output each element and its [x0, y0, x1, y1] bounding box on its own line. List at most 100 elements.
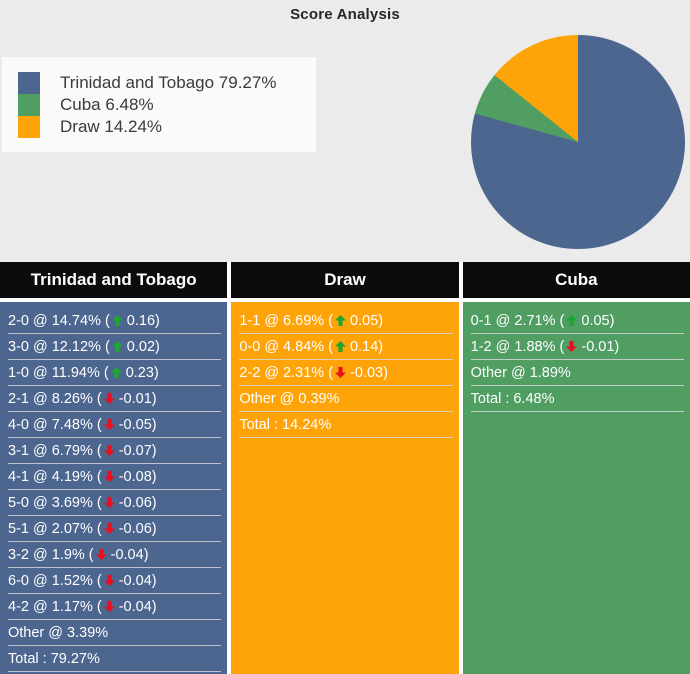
- column-header: Cuba: [462, 262, 690, 298]
- delta-text: -0.05): [118, 416, 157, 433]
- total-row: Total : 6.48%: [470, 386, 684, 412]
- score-row: 4-2 @ 1.17% ( -0.04): [8, 594, 222, 620]
- delta-text: 0.05): [350, 312, 384, 329]
- delta-text: 0.14): [350, 338, 384, 355]
- score-row: 2-1 @ 8.26% (-0.01): [8, 386, 222, 412]
- delta-text: -0.07): [118, 442, 157, 459]
- score-row: 5-1 @ 2.07% ( -0.06): [8, 516, 222, 542]
- delta-text: 0.23): [125, 364, 159, 381]
- total-row: Total : 79.27%: [8, 646, 222, 672]
- score-row: Other @ 3.39%: [8, 620, 222, 646]
- trend-down-icon: [103, 393, 115, 404]
- trend-down-icon: [103, 575, 115, 586]
- delta-text: -0.06): [118, 494, 157, 511]
- delta-text: -0.04): [118, 572, 157, 589]
- score-text: 4-2 @ 1.17% (: [8, 598, 102, 615]
- score-row: 2-0 @ 14.74% ( 0.16): [8, 308, 222, 334]
- score-row: 0-1 @ 2.71% ( 0.05): [470, 308, 684, 334]
- trend-down-icon: [103, 523, 115, 534]
- trend-up-icon: [111, 341, 123, 352]
- score-text: 0-0 @ 4.84% (: [239, 338, 334, 355]
- score-text: 2-0 @ 14.74% (: [8, 312, 110, 329]
- score-text: 2-2 @ 2.31% (: [239, 364, 334, 381]
- delta-text: 0.05): [581, 312, 615, 329]
- delta-text: 0.16): [126, 312, 160, 329]
- delta-text: -0.04): [110, 546, 149, 563]
- score-row: 6-0 @ 1.52% ( -0.04): [8, 568, 222, 594]
- score-row: Other @ 1.89%: [470, 360, 684, 386]
- legend-item: Trinidad and Tobago 79.27%: [18, 71, 316, 94]
- trend-up-icon: [335, 315, 347, 326]
- delta-text: -0.06): [118, 520, 157, 537]
- trend-up-icon: [110, 367, 122, 378]
- total-text: Total : 79.27%: [8, 650, 100, 667]
- column-header: Draw: [231, 262, 459, 298]
- trend-down-icon: [103, 445, 115, 456]
- trend-up-icon: [335, 341, 347, 352]
- score-row: 0-0 @ 4.84% ( 0.14): [239, 334, 453, 360]
- trend-down-icon: [103, 419, 115, 430]
- total-text: Total : 14.24%: [239, 416, 332, 433]
- column-body: 0-1 @ 2.71% ( 0.05) 1-2 @ 1.88% ( -0.01) Oth…: [462, 302, 690, 674]
- score-text: 1-1 @ 6.69% (: [239, 312, 334, 329]
- legend: Trinidad and Tobago 79.27% Cuba 6.48% Draw…: [2, 57, 316, 152]
- score-text: Other @ 3.39%: [8, 624, 109, 641]
- trend-up-icon: [111, 315, 123, 326]
- score-row: 3-0 @ 12.12% ( 0.02): [8, 334, 222, 360]
- trend-down-icon: [566, 341, 578, 352]
- score-text: 4-1 @ 4.19% (: [8, 468, 102, 485]
- score-row: 3-2 @ 1.9% ( -0.04): [8, 542, 222, 568]
- total-text: Total : 6.48%: [470, 390, 555, 407]
- score-text: 5-1 @ 2.07% (: [8, 520, 102, 537]
- score-text: 6-0 @ 1.52% (: [8, 572, 102, 589]
- delta-text: -0.08): [118, 468, 157, 485]
- legend-swatch: [18, 93, 40, 116]
- score-text: 1-0 @ 11.94% (: [8, 364, 109, 381]
- legend-label: Draw 14.24%: [60, 116, 163, 136]
- delta-text: -0.01): [581, 338, 620, 355]
- score-row: 2-2 @ 2.31% ( -0.03): [239, 360, 453, 386]
- chart-area: Score Analysis Trinidad and Tobago 79.27…: [0, 0, 690, 262]
- legend-item: Cuba 6.48%: [18, 93, 316, 116]
- pie-chart: [471, 35, 685, 249]
- score-row: 1-0 @ 11.94% ( 0.23): [8, 360, 222, 386]
- score-text: 4-0 @ 7.48% (: [8, 416, 102, 433]
- score-text: 3-2 @ 1.9% (: [8, 546, 94, 563]
- legend-label: Trinidad and Tobago 79.27%: [60, 72, 277, 92]
- column-header: Trinidad and Tobago: [0, 262, 228, 298]
- chart-title: Score Analysis: [290, 6, 400, 23]
- score-text: 3-0 @ 12.12% (: [8, 338, 110, 355]
- score-text: 3-1 @ 6.79% (: [8, 442, 102, 459]
- legend-label: Cuba 6.48%: [60, 94, 154, 114]
- score-row: 4-1 @ 4.19% ( -0.08): [8, 464, 222, 490]
- score-text: 1-2 @ 1.88% (: [470, 338, 565, 355]
- delta-text: -0.04): [118, 598, 157, 615]
- trend-down-icon: [103, 471, 115, 482]
- legend-swatch: [18, 71, 40, 94]
- trend-down-icon: [103, 497, 115, 508]
- delta-text: -0.01): [118, 390, 157, 407]
- delta-text: 0.02): [126, 338, 160, 355]
- score-column: Trinidad and Tobago 2-0 @ 14.74% ( 0.16) 3-…: [0, 262, 228, 674]
- score-row: 1-1 @ 6.69% ( 0.05): [239, 308, 453, 334]
- trend-down-icon: [103, 601, 115, 612]
- score-row: 5-0 @ 3.69% ( -0.06): [8, 490, 222, 516]
- legend-item: Draw 14.24%: [18, 115, 316, 138]
- score-text: 5-0 @ 3.69% (: [8, 494, 102, 511]
- legend-swatch: [18, 115, 40, 138]
- score-column: Cuba 0-1 @ 2.71% ( 0.05) 1-2 @ 1.88% ( -0.01…: [462, 262, 690, 674]
- delta-text: -0.03): [350, 364, 388, 381]
- column-body: 1-1 @ 6.69% ( 0.05) 0-0 @ 4.84% ( 0.14) 2-2 …: [231, 302, 459, 674]
- score-column: Draw 1-1 @ 6.69% ( 0.05) 0-0 @ 4.84% ( 0.14)…: [231, 262, 459, 674]
- score-row: 3-1 @ 6.79% ( -0.07): [8, 438, 222, 464]
- total-row: Total : 14.24%: [239, 412, 453, 438]
- score-row: 4-0 @ 7.48% ( -0.05): [8, 412, 222, 438]
- trend-down-icon: [335, 367, 347, 378]
- score-table: Trinidad and Tobago 2-0 @ 14.74% ( 0.16) 3-…: [0, 262, 690, 674]
- score-text: 0-1 @ 2.71% (: [470, 312, 565, 329]
- trend-up-icon: [566, 315, 578, 326]
- column-body: 2-0 @ 14.74% ( 0.16) 3-0 @ 12.12% ( 0.02) 1-…: [0, 302, 228, 674]
- score-row: Other @ 0.39%: [239, 386, 453, 412]
- trend-down-icon: [95, 549, 107, 560]
